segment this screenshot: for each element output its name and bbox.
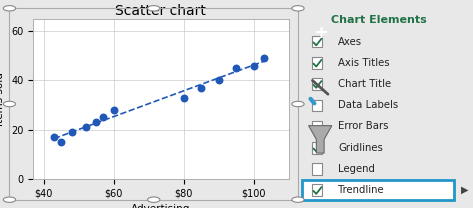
Text: Chart Title: Chart Title bbox=[338, 79, 392, 89]
Title: Scatter chart: Scatter chart bbox=[115, 4, 206, 17]
Bar bbox=[313, 78, 322, 90]
Point bbox=[50, 135, 58, 139]
Bar bbox=[313, 57, 322, 69]
Text: Trendline: Trendline bbox=[338, 185, 384, 195]
Point bbox=[99, 116, 107, 119]
Text: Data Labels: Data Labels bbox=[338, 100, 399, 110]
Text: +: + bbox=[313, 24, 328, 42]
Polygon shape bbox=[308, 126, 332, 153]
Point bbox=[232, 66, 240, 70]
Bar bbox=[313, 163, 322, 175]
Text: Axis Titles: Axis Titles bbox=[338, 58, 390, 68]
Point bbox=[215, 79, 222, 82]
Y-axis label: Items sold: Items sold bbox=[0, 72, 6, 126]
Point bbox=[57, 140, 65, 144]
Point bbox=[82, 125, 89, 129]
Point bbox=[180, 96, 187, 99]
Bar bbox=[302, 180, 454, 200]
Text: Chart Elements: Chart Elements bbox=[332, 15, 427, 25]
Bar bbox=[313, 121, 322, 132]
Bar bbox=[313, 142, 322, 154]
Text: ▶: ▶ bbox=[461, 185, 468, 195]
Point bbox=[197, 86, 205, 89]
Text: Gridlines: Gridlines bbox=[338, 143, 383, 153]
Text: Error Bars: Error Bars bbox=[338, 121, 389, 131]
Text: Axes: Axes bbox=[338, 37, 362, 47]
Point bbox=[92, 121, 100, 124]
Point bbox=[68, 130, 75, 134]
Bar bbox=[313, 100, 322, 111]
Point bbox=[250, 64, 257, 67]
Point bbox=[110, 108, 117, 111]
Point bbox=[260, 57, 268, 60]
Bar bbox=[313, 36, 322, 47]
Text: Legend: Legend bbox=[338, 164, 375, 174]
Bar bbox=[313, 184, 322, 196]
X-axis label: Advertising: Advertising bbox=[131, 204, 191, 208]
